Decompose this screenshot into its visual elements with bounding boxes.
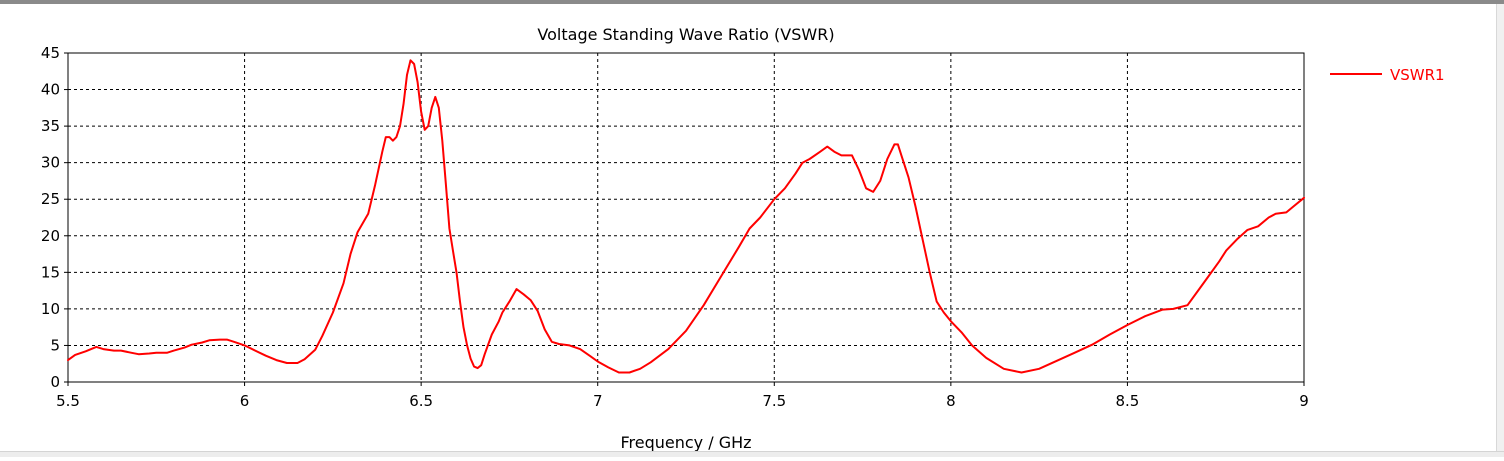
legend-label-vswr1: VSWR1 [1390, 66, 1445, 84]
y-tick-label: 15 [41, 263, 60, 281]
x-axis-label: Frequency / GHz [620, 433, 751, 452]
x-tick-label: 8 [946, 392, 956, 410]
chart-title: Voltage Standing Wave Ratio (VSWR) [537, 25, 834, 44]
grid-lines [68, 53, 1304, 382]
window-edge [1496, 4, 1504, 451]
y-axis-tick-labels: 0 5 10 15 20 25 30 35 40 45 [41, 44, 68, 391]
x-tick-label: 5.5 [56, 392, 80, 410]
y-tick-label: 20 [41, 227, 60, 245]
plot-area [67, 52, 1305, 383]
y-tick-label: 5 [50, 336, 60, 354]
x-tick-label: 7.5 [762, 392, 786, 410]
window-bottom-bar [0, 451, 1504, 457]
y-tick-label: 10 [41, 300, 60, 318]
y-tick-label: 30 [41, 154, 60, 172]
y-tick-label: 25 [41, 190, 60, 208]
x-tick-label: 9 [1299, 392, 1309, 410]
x-tick-label: 6.5 [409, 392, 433, 410]
y-tick-label: 40 [41, 81, 60, 99]
y-tick-label: 45 [41, 44, 60, 62]
series-line-vswr1 [67, 59, 1305, 374]
vswr-chart: Voltage Standing Wave Ratio (VSWR) 0 5 10 1… [41, 25, 1445, 452]
x-tick-label: 8.5 [1115, 392, 1139, 410]
x-tick-label: 7 [593, 392, 603, 410]
legend[interactable]: VSWR1 [1330, 66, 1445, 84]
y-tick-label: 35 [41, 117, 60, 135]
x-tick-label: 6 [240, 392, 250, 410]
series-layer [67, 59, 1305, 374]
x-axis-tick-labels: 5.5 6 6.5 7 7.5 8 8.5 9 [56, 382, 1309, 410]
y-tick-label: 0 [50, 373, 60, 391]
